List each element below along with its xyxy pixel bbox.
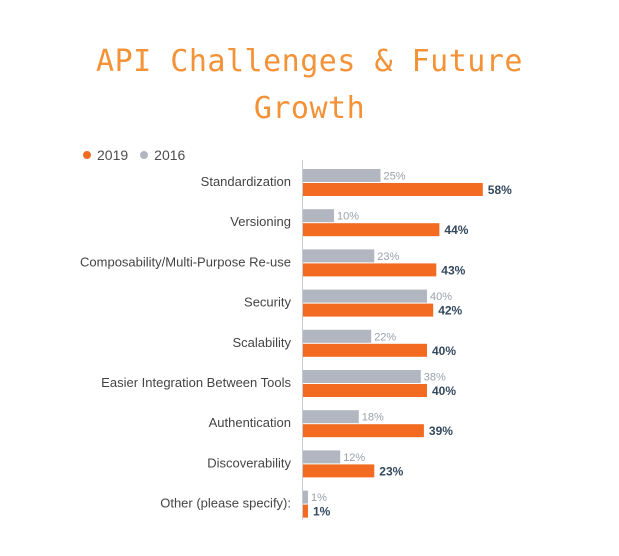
chart-title: API Challenges & Future Growth [0, 38, 619, 132]
value-label-2019-8: 1% [313, 505, 331, 519]
category-label-3: Security [244, 295, 291, 310]
category-label-2: Composability/Multi-Purpose Re-use [80, 254, 291, 269]
category-label-7: Discoverability [207, 455, 291, 470]
bar-2019-3 [303, 303, 434, 317]
bar-2016-8 [303, 490, 308, 504]
category-label-8: Other (please specify): [160, 496, 291, 511]
bar-2019-7 [303, 464, 375, 478]
bar-2019-6 [303, 424, 424, 438]
value-label-2019-5: 40% [432, 384, 456, 398]
category-label-0: Standardization [201, 174, 291, 189]
bar-2019-2 [303, 263, 437, 277]
bar-2016-7 [303, 450, 341, 464]
value-label-2019-0: 58% [488, 183, 512, 197]
value-label-2016-3: 40% [430, 291, 452, 303]
bar-2019-0 [303, 183, 483, 196]
bar-2019-8 [303, 504, 308, 518]
legend-label-2016: 2016 [154, 147, 186, 163]
value-label-2019-4: 40% [432, 344, 456, 358]
value-label-2016-8: 1% [311, 492, 327, 504]
value-label-2019-6: 39% [429, 424, 453, 438]
value-label-2016-6: 18% [362, 412, 384, 424]
value-label-2019-1: 44% [444, 223, 468, 237]
value-label-2016-5: 38% [424, 372, 446, 384]
value-label-2016-7: 12% [343, 452, 365, 464]
value-label-2016-2: 23% [377, 251, 399, 263]
bar-2016-2 [303, 249, 375, 263]
chart-title-line-1: API Challenges & Future [96, 44, 523, 79]
chart-title-line-2: Growth [253, 91, 366, 126]
value-label-2019-3: 42% [438, 304, 462, 318]
legend-item-2016: 2016 [140, 147, 185, 163]
category-label-4: Scalability [232, 335, 291, 350]
bar-2016-5 [303, 370, 421, 383]
legend-label-2019: 2019 [97, 147, 129, 163]
category-label-1: Versioning [230, 214, 291, 229]
legend-item-2019: 2019 [83, 147, 128, 163]
chart-legend: 2019 2016 [83, 147, 191, 163]
bars-group: Standardization 25% 58% Versioning 10% 44% Com… [80, 169, 512, 519]
category-label-5: Easier Integration Between Tools [101, 375, 291, 390]
bar-2016-1 [303, 209, 334, 223]
value-label-2019-2: 43% [441, 263, 465, 277]
legend-swatch-2019 [83, 151, 91, 159]
value-label-2019-7: 23% [379, 464, 403, 478]
bar-2016-3 [303, 289, 427, 303]
category-label-6: Authentication [209, 415, 291, 430]
bar-2019-4 [303, 343, 427, 357]
legend-swatch-2016 [140, 151, 149, 159]
bar-2016-4 [303, 329, 372, 343]
value-label-2016-0: 25% [384, 171, 406, 183]
bar-2019-5 [303, 384, 427, 397]
value-label-2016-4: 22% [374, 331, 396, 343]
value-label-2016-1: 10% [337, 211, 359, 223]
bar-2016-0 [303, 169, 381, 182]
bar-2019-1 [303, 223, 440, 237]
bar-2016-6 [303, 410, 359, 424]
